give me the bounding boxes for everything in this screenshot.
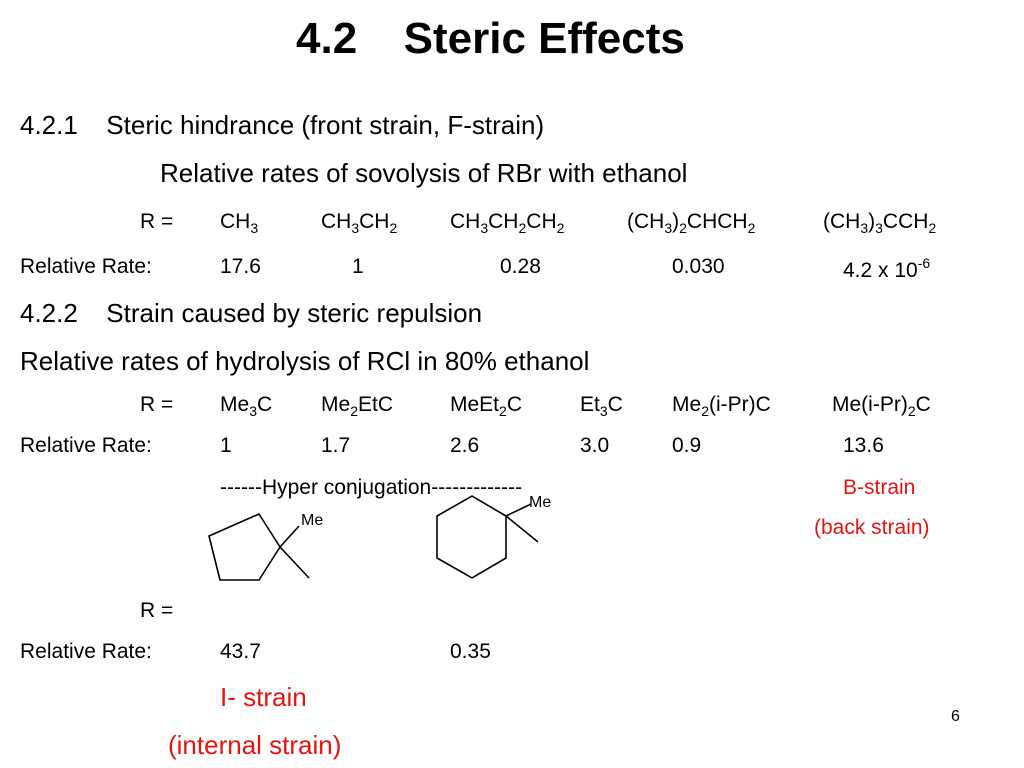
solvolysis-caption: Relative rates of sovolysis of RBr with … xyxy=(160,158,688,188)
rate-value: 1 xyxy=(352,255,364,278)
rate-value: 13.6 xyxy=(843,434,884,457)
section-heading-4-2-1: 4.2.1 Steric hindrance (front strain, F-… xyxy=(20,110,544,141)
formula-me2etc: Me2EtC xyxy=(321,393,393,419)
methyl-bond xyxy=(505,503,532,517)
rate-value: 43.7 xyxy=(220,640,261,663)
methylcyclopentyl-structure xyxy=(208,512,310,581)
section-heading-text: Steric hindrance (front strain, F-strain… xyxy=(106,110,545,140)
b-strain-label: B-strain xyxy=(843,476,916,499)
i-strain-label: I- strain xyxy=(220,682,307,712)
rate-value: 1 xyxy=(220,434,232,457)
section-number: 4.2.2 xyxy=(20,298,78,328)
formula-et3c: Et3C xyxy=(580,393,623,419)
rate-value: 0.030 xyxy=(672,255,725,278)
rate-value: 1.7 xyxy=(321,434,351,457)
rate-value: 0.9 xyxy=(672,434,702,457)
formula-ch3: CH3 xyxy=(220,210,259,236)
internal-strain-label: (internal strain) xyxy=(168,730,342,760)
section-heading-text: Strain caused by steric repulsion xyxy=(106,298,483,328)
hyperconjugation-note: ------Hyper conjugation------------- xyxy=(220,476,523,499)
rate-value: 0.28 xyxy=(500,255,541,278)
slide-title: 4.2 Steric Effects xyxy=(296,14,685,64)
formula-me2iprc: Me2(i-Pr)C xyxy=(672,393,771,419)
r-bond xyxy=(279,546,310,579)
rate-value-exponent: 4.2 x 10-6 xyxy=(843,255,931,282)
formula-ethyl: CH3CH2 xyxy=(321,210,398,236)
rate-value: 0.35 xyxy=(450,640,491,663)
methyl-label: Me xyxy=(529,494,552,511)
rate-label: Relative Rate: xyxy=(20,255,152,278)
rate-value: 2.6 xyxy=(450,434,480,457)
r-bond xyxy=(505,515,539,543)
cyclohexane-ring xyxy=(436,495,507,579)
rate-label: Relative Rate: xyxy=(20,640,152,663)
formula-meipr2c: Me(i-Pr)2C xyxy=(832,393,931,419)
section-heading-4-2-2: 4.2.2 Strain caused by steric repulsion xyxy=(20,298,482,329)
methyl-bond xyxy=(279,525,300,548)
page-number: 6 xyxy=(951,708,960,725)
hydrolysis-caption: Relative rates of hydrolysis of RCl in 8… xyxy=(20,346,590,376)
methylcyclohexyl-structure xyxy=(436,495,539,579)
formula-meet2c: MeEt2C xyxy=(450,393,522,419)
section-number: 4.2.1 xyxy=(20,110,78,140)
r-label: R = xyxy=(140,393,174,416)
r-label: R = xyxy=(140,599,174,622)
rate-label: Relative Rate: xyxy=(20,434,152,457)
formula-tbutyl: Me3C xyxy=(220,393,273,419)
formula-neopentyl: (CH3)3CCH2 xyxy=(823,210,937,236)
formula-isobutyl: (CH3)2CHCH2 xyxy=(627,210,756,236)
formula-propyl: CH3CH2CH2 xyxy=(450,210,565,236)
r-label: R = xyxy=(140,210,174,233)
rate-value: 3.0 xyxy=(580,434,610,457)
title-text: Steric Effects xyxy=(403,14,685,63)
title-number: 4.2 xyxy=(296,14,358,63)
methyl-label: Me xyxy=(301,512,324,529)
back-strain-label: (back strain) xyxy=(814,516,930,539)
rate-value: 17.6 xyxy=(220,255,261,278)
cyclopentane-ring xyxy=(208,512,281,581)
